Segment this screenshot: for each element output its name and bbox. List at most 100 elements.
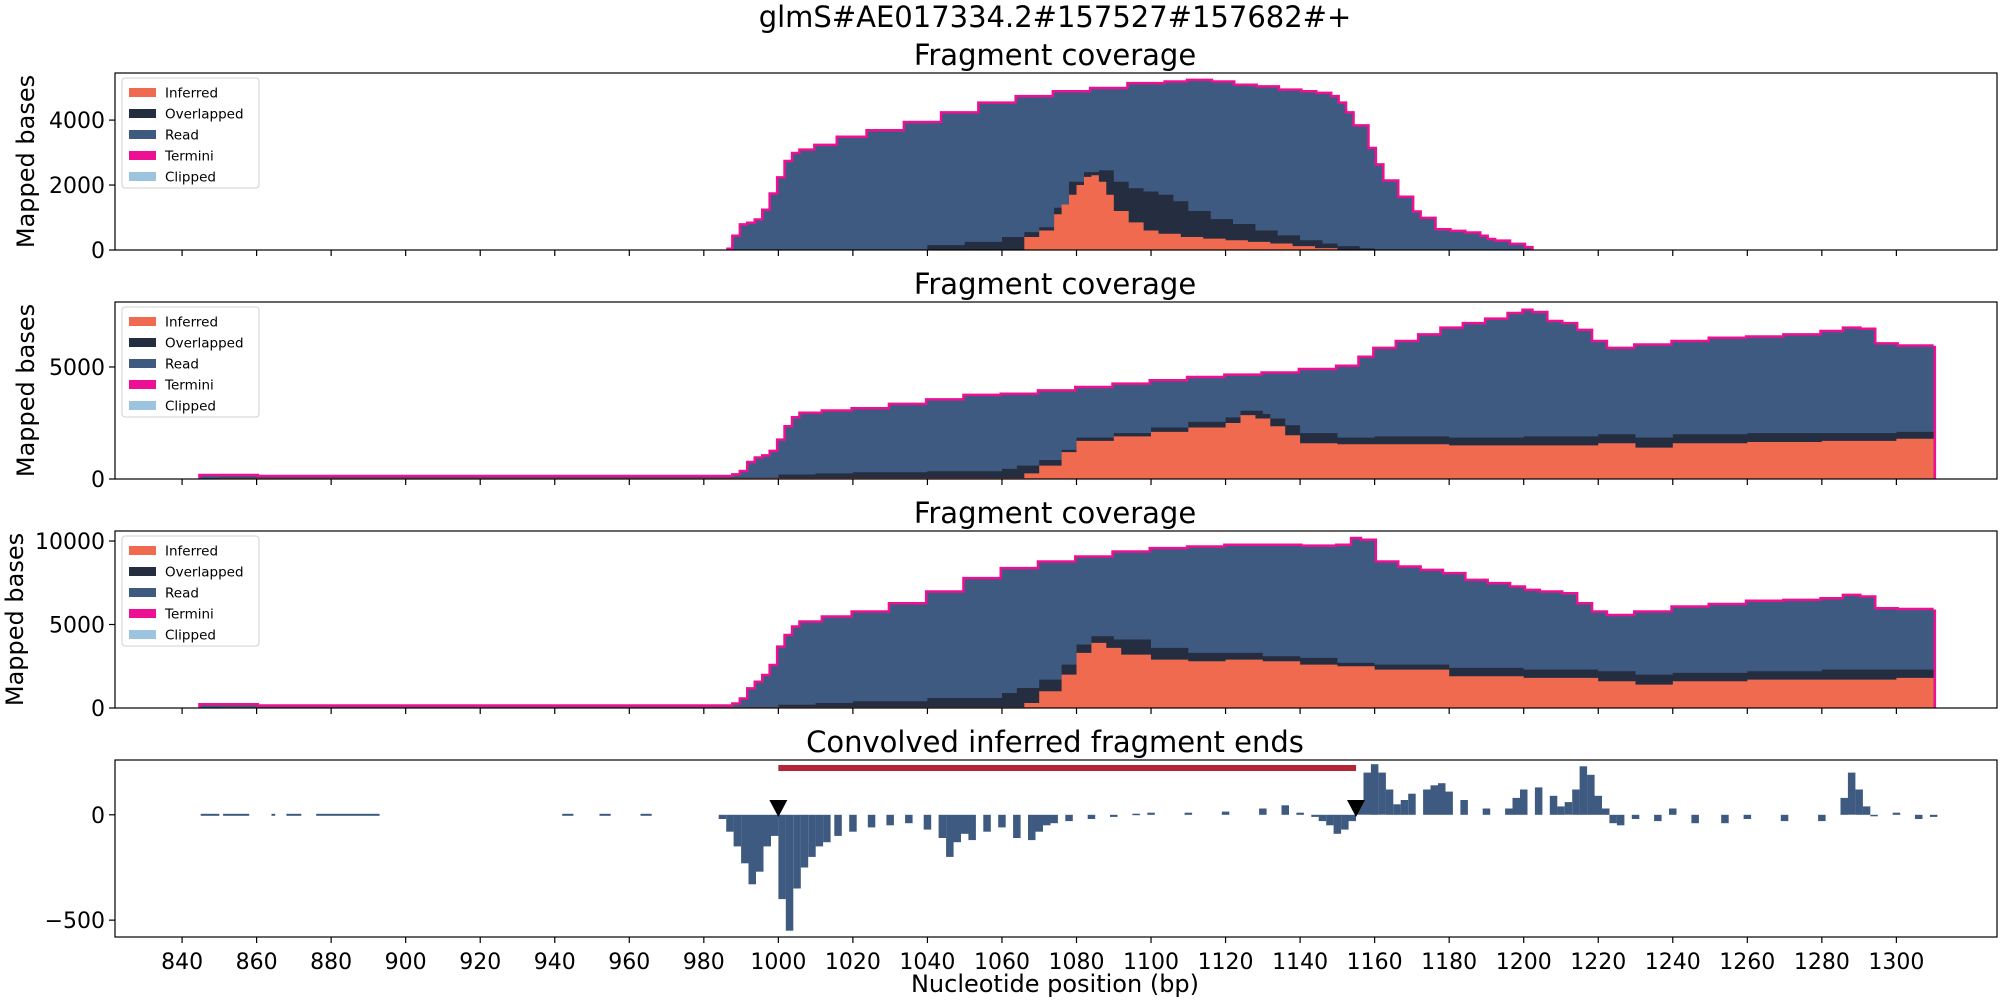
bar xyxy=(1065,814,1073,822)
x-tick-label: 1240 xyxy=(1645,950,1701,975)
y-tick-label: 5000 xyxy=(49,614,105,639)
bar xyxy=(1408,793,1416,815)
bar xyxy=(1818,814,1826,822)
legend-swatch-inferred xyxy=(129,317,156,326)
bar xyxy=(1549,795,1558,815)
bar xyxy=(923,814,932,830)
bar xyxy=(1445,791,1453,815)
legend-label-clipped: Clipped xyxy=(165,170,216,186)
bar xyxy=(1862,806,1871,815)
bar xyxy=(726,814,734,832)
y-axis-label: Mapped bases xyxy=(12,304,40,477)
series-inferred xyxy=(219,642,1934,708)
bar xyxy=(1110,814,1118,817)
bar xyxy=(1333,814,1342,834)
bar xyxy=(823,814,831,843)
x-tick-label: 1080 xyxy=(1048,950,1104,975)
bar xyxy=(938,814,947,838)
bar xyxy=(1520,789,1528,815)
bar xyxy=(1221,811,1230,815)
y-tick-label: −500 xyxy=(45,909,105,934)
bar xyxy=(1609,814,1617,824)
y-axis-label: Mapped bases xyxy=(12,75,40,248)
bar xyxy=(867,814,876,828)
bar xyxy=(1602,808,1610,815)
panel-title: Fragment coverage xyxy=(914,267,1196,301)
legend-label-read: Read xyxy=(165,586,199,602)
baseline-mark xyxy=(200,813,220,816)
bar xyxy=(1087,814,1096,819)
axes-frame xyxy=(114,301,1998,480)
bar xyxy=(800,814,809,868)
panel-3: 0 5000 10000 Fragment coverage Mapped bases I… xyxy=(1,496,1998,722)
panel-2: 0 5000 Fragment coverage Mapped bases Inferr… xyxy=(12,267,1998,493)
series-inferred xyxy=(219,415,1934,479)
x-tick-label: 960 xyxy=(608,950,650,975)
bar xyxy=(1572,789,1580,815)
bar xyxy=(793,814,801,889)
bar xyxy=(1840,797,1848,815)
legend-label-clipped: Clipped xyxy=(165,399,216,415)
bar xyxy=(778,814,786,900)
legend-label-read: Read xyxy=(165,128,199,144)
bar xyxy=(1847,772,1856,815)
x-tick-label: 900 xyxy=(385,950,427,975)
bar xyxy=(968,814,976,841)
bar xyxy=(1035,814,1043,832)
bar xyxy=(1423,789,1431,815)
legend-box xyxy=(121,306,260,418)
plot-area xyxy=(198,308,1937,479)
bar xyxy=(1147,812,1155,815)
panel-4: −500 0 840 860 880 900 920 940 960 980 1000 1020 104… xyxy=(45,725,1998,998)
legend: Inferred Overlapped Read Termini Clipped xyxy=(121,77,260,189)
figure-suptitle: glmS#AE017334.2#157527#157682#+ xyxy=(759,0,1352,34)
y-tick-label: 2000 xyxy=(49,174,105,199)
baseline-mark xyxy=(223,813,250,816)
bar xyxy=(1892,812,1901,815)
bar xyxy=(1400,800,1409,815)
x-tick-label: 1220 xyxy=(1570,950,1626,975)
legend: Inferred Overlapped Read Termini Clipped xyxy=(121,535,260,647)
bar xyxy=(1043,814,1051,826)
bar xyxy=(1028,814,1036,841)
bar xyxy=(1780,814,1789,822)
bar xyxy=(905,814,913,824)
bar xyxy=(1915,814,1923,819)
bar xyxy=(741,814,749,864)
bar xyxy=(1281,805,1289,815)
bar xyxy=(770,814,779,836)
bar xyxy=(1505,808,1513,815)
bar xyxy=(1378,772,1386,815)
bar xyxy=(1430,785,1438,815)
bar xyxy=(961,814,969,834)
x-tick-label: 1060 xyxy=(974,950,1030,975)
legend-swatch-overlapped xyxy=(129,338,156,347)
marker-triangle-2 xyxy=(1347,800,1366,817)
bar xyxy=(1326,814,1334,826)
y-tick-label: 0 xyxy=(91,804,105,829)
x-tick-label: 1000 xyxy=(750,950,806,975)
bar xyxy=(1691,814,1699,824)
bar xyxy=(1855,789,1863,815)
panel-title: Convolved inferred fragment ends xyxy=(806,725,1304,759)
panel-title: Fragment coverage xyxy=(914,38,1196,72)
axes-frame xyxy=(114,530,1998,709)
baseline-mark xyxy=(271,813,276,816)
legend-box xyxy=(121,535,260,647)
bar xyxy=(1579,766,1588,815)
legend-swatch-overlapped xyxy=(129,567,156,576)
bar xyxy=(748,814,756,885)
bar xyxy=(1870,814,1878,817)
legend-swatch-inferred xyxy=(129,88,156,97)
panel-1: 0 2000 4000 Fragment coverage Mapped bases In… xyxy=(12,38,1998,264)
bar xyxy=(718,814,727,819)
bar xyxy=(1654,814,1662,822)
x-tick-label: 940 xyxy=(534,950,576,975)
legend-box xyxy=(121,77,260,189)
legend-swatch-clipped xyxy=(129,172,156,181)
legend-swatch-clipped xyxy=(129,630,156,639)
bar xyxy=(834,814,842,836)
bar xyxy=(886,814,894,826)
legend-label-clipped: Clipped xyxy=(165,628,216,644)
